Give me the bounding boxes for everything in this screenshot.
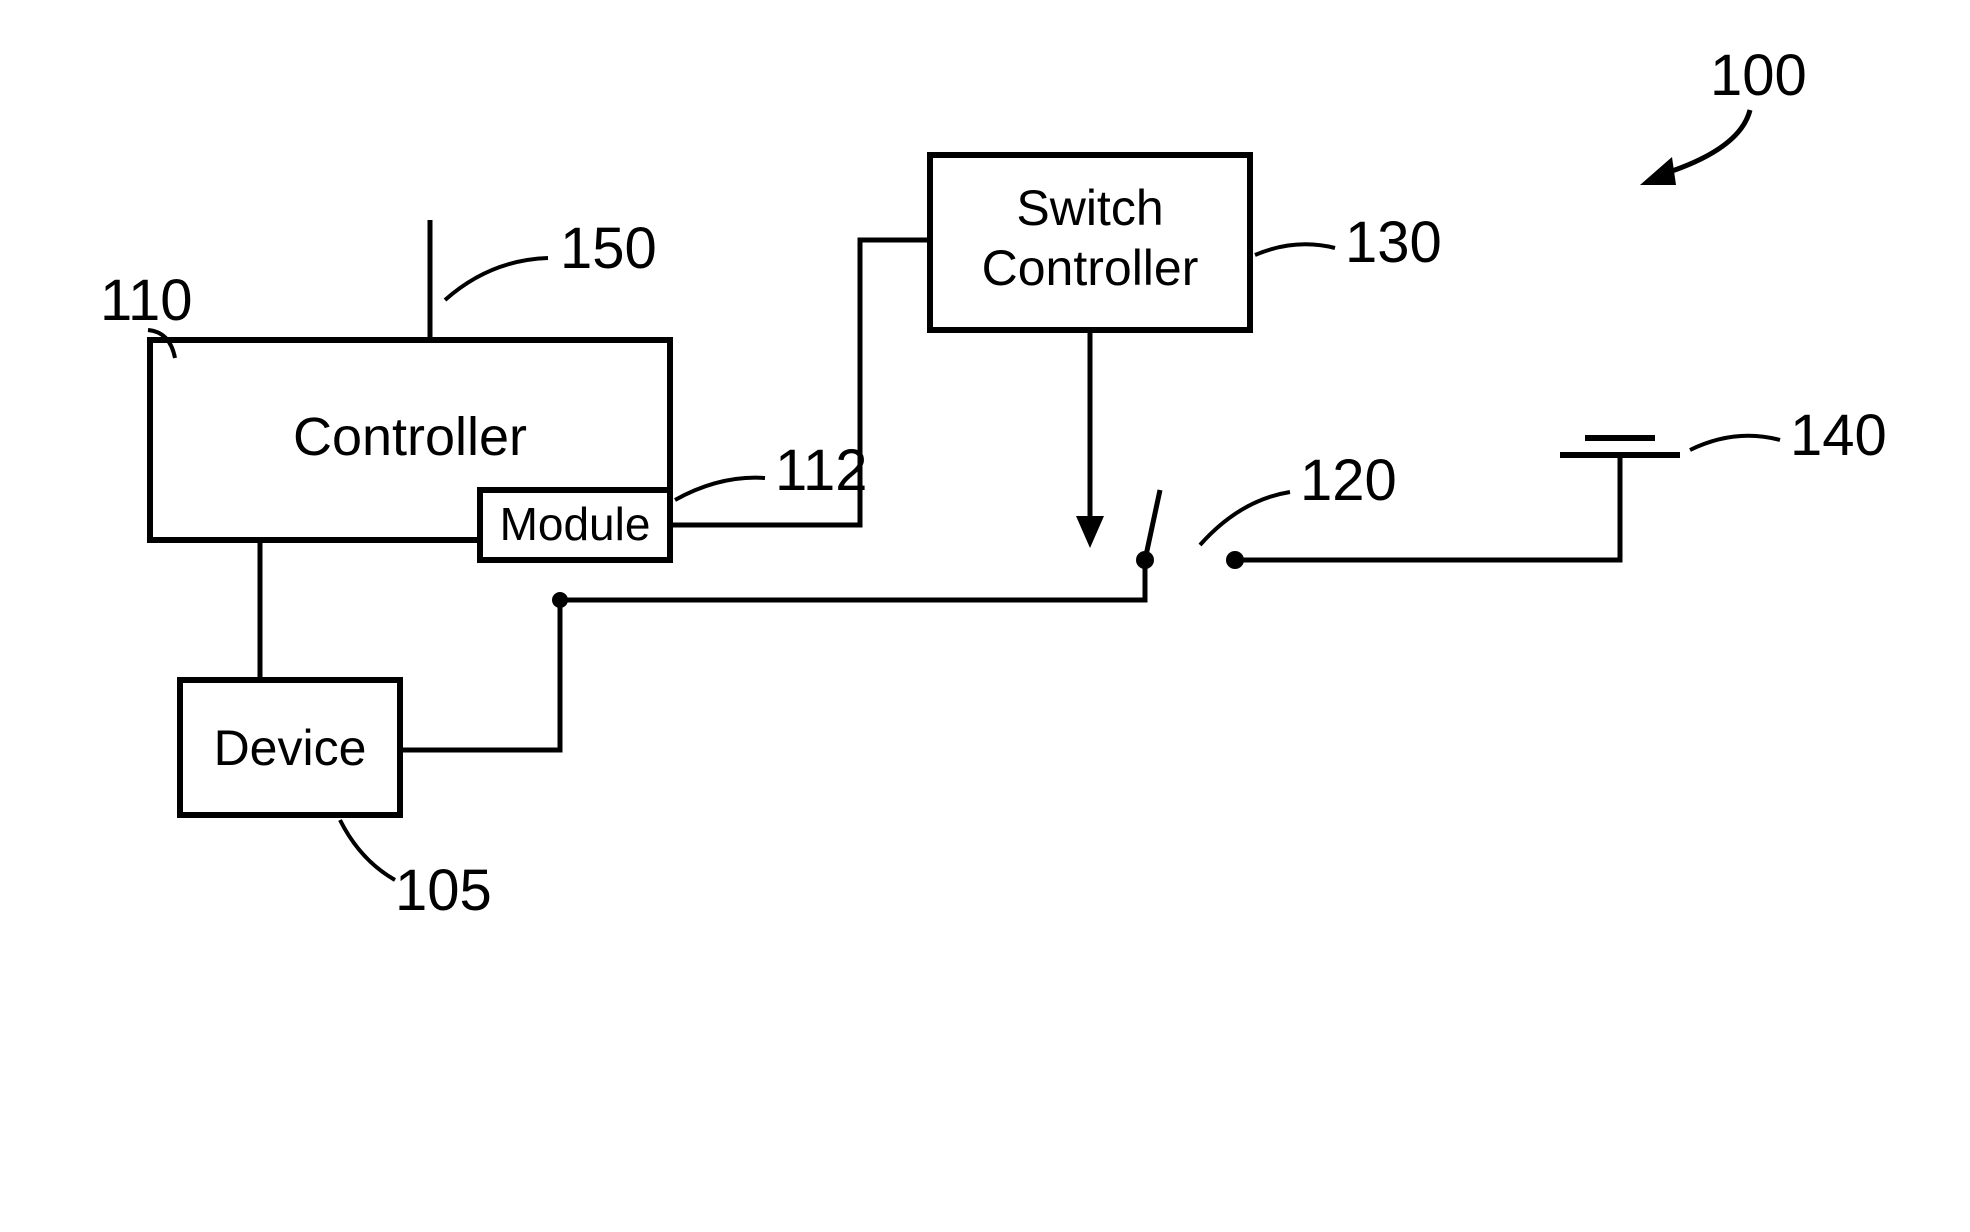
switch-controller-label-2: Controller: [982, 240, 1199, 296]
diagram-canvas: Controller Module Switch Controller Devi…: [0, 0, 1970, 1232]
switchcontroller-arrowhead: [1076, 516, 1104, 548]
ref-130: 130: [1345, 210, 1442, 275]
controller-label: Controller: [293, 407, 527, 467]
switch-arm: [1145, 490, 1160, 560]
device-to-switch-wire: [400, 560, 1145, 750]
ref-140-leader: [1690, 436, 1780, 450]
ref-100-leader: [1660, 110, 1750, 175]
ref-150: 150: [560, 216, 657, 281]
ref-110: 110: [100, 268, 192, 333]
ref-100: 100: [1710, 43, 1807, 108]
ref-140: 140: [1790, 403, 1887, 468]
switch-to-ground-wire: [1235, 455, 1620, 560]
switch-controller-label-1: Switch: [1016, 180, 1163, 236]
ref-105-leader: [340, 820, 395, 880]
ref-120-leader: [1200, 492, 1290, 545]
ref-150-leader: [445, 258, 548, 300]
tee-node: [552, 592, 568, 608]
module-label: Module: [500, 498, 651, 550]
device-label: Device: [214, 720, 367, 776]
ref-105: 105: [395, 858, 492, 923]
ref-120: 120: [1300, 448, 1397, 513]
ref-112: 112: [775, 438, 867, 503]
ref-100-arrowhead: [1640, 157, 1676, 185]
ref-112-leader: [675, 478, 765, 500]
ref-130-leader: [1255, 244, 1335, 255]
